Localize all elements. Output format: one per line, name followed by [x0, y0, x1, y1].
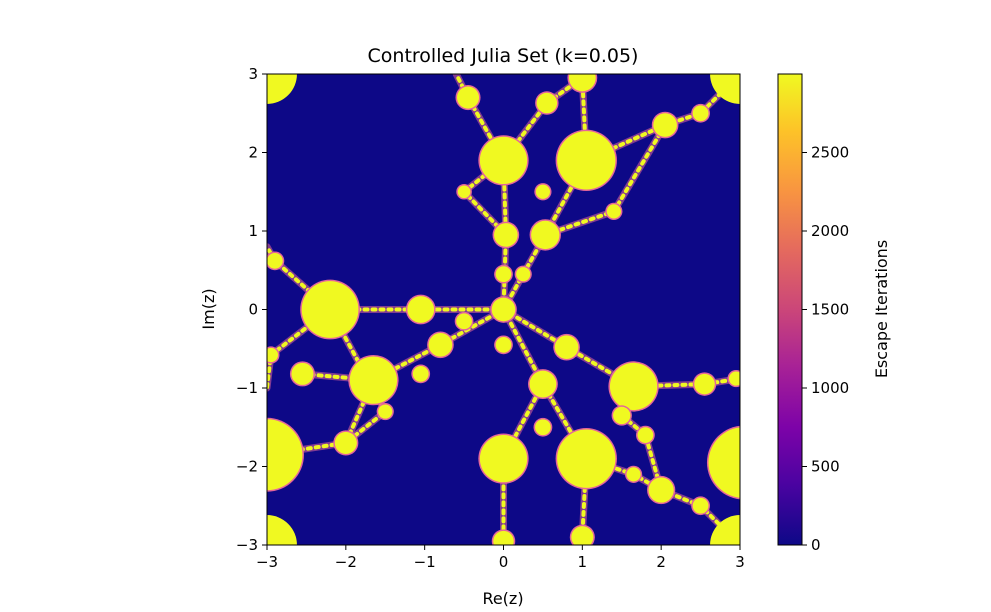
component-22	[568, 74, 596, 92]
component-23	[653, 113, 677, 137]
component-13	[516, 267, 531, 282]
component-3	[349, 356, 398, 404]
component-21	[536, 92, 558, 114]
component-1	[557, 131, 616, 190]
component-27	[412, 365, 429, 382]
colorbar-tick-label: 500	[811, 458, 840, 476]
branch-dots-10	[501, 307, 589, 540]
component-14	[407, 296, 435, 323]
y-tick-label: −3	[236, 536, 258, 554]
x-tick-label: 1	[578, 553, 588, 571]
y-tick-label: −1	[236, 379, 258, 397]
y-tick-label: 3	[248, 65, 258, 83]
x-tick-label: −3	[256, 553, 278, 571]
component-32	[648, 477, 674, 503]
component-20	[456, 86, 480, 109]
component-30	[694, 373, 715, 395]
y-tick-label: 2	[248, 144, 258, 162]
component-42	[637, 427, 654, 443]
corner-component-0	[267, 74, 297, 104]
y-axis: −3 −2 −1 0 1 2 3	[236, 65, 267, 554]
y-tick-label: 0	[248, 301, 258, 319]
component-39	[378, 404, 393, 419]
component-40	[493, 530, 514, 545]
component-24	[692, 105, 709, 122]
x-axis-label: Re(z)	[482, 589, 523, 608]
component-7	[267, 419, 303, 491]
colorbar-tick-label: 2500	[811, 144, 849, 162]
component-15	[456, 313, 472, 330]
colorbar-tick-label: 0	[811, 536, 821, 554]
y-tick-label: −2	[236, 458, 258, 476]
corner-component-3	[710, 515, 740, 545]
component-31	[728, 371, 740, 386]
component-28	[267, 252, 283, 269]
component-2	[301, 281, 359, 338]
component-34	[613, 406, 631, 425]
component-43	[626, 467, 641, 482]
component-38	[606, 204, 621, 219]
chart-title: Controlled Julia Set (k=0.05)	[368, 45, 639, 67]
component-35	[535, 419, 551, 436]
x-tick-label: 3	[735, 553, 745, 571]
component-16	[428, 333, 453, 357]
component-26	[291, 362, 314, 385]
colorbar-ticks: 0 500 1000 1500 2000 2500	[802, 144, 849, 554]
corner-component-1	[710, 74, 740, 104]
component-8	[708, 427, 740, 498]
component-18	[529, 370, 557, 398]
colorbar-tick-label: 1000	[811, 379, 849, 397]
x-tick-label: −1	[414, 553, 436, 571]
component-5	[557, 429, 616, 488]
component-12	[495, 266, 512, 283]
branch-layer	[267, 74, 740, 545]
component-9	[494, 223, 518, 247]
corner-component-2	[267, 515, 297, 545]
x-tick-label: −2	[335, 553, 357, 571]
component-17	[554, 335, 579, 360]
x-axis: −3 −2 −1 0 1 2 3	[256, 545, 745, 571]
component-41	[571, 526, 594, 545]
colorbar	[777, 73, 803, 546]
colorbar-tick-label: 1500	[811, 301, 849, 319]
component-36	[457, 185, 471, 199]
component-0	[479, 136, 528, 185]
x-tick-label: 2	[656, 553, 666, 571]
y-tick-label: 1	[248, 222, 258, 240]
feature-layer	[267, 74, 740, 545]
component-10	[531, 220, 560, 250]
plot-area	[267, 74, 740, 545]
component-6	[479, 435, 528, 483]
component-11	[491, 297, 516, 322]
branch-dots-6	[300, 307, 506, 383]
component-19	[495, 336, 512, 353]
component-37	[535, 184, 551, 199]
component-25	[334, 431, 357, 454]
y-axis-label: Im(z)	[199, 288, 218, 329]
colorbar-label: Escape Iterations	[872, 240, 891, 378]
x-tick-label: 0	[499, 553, 509, 571]
component-4	[609, 362, 658, 411]
colorbar-tick-label: 2000	[811, 222, 849, 240]
component-33	[692, 497, 709, 514]
component-29	[267, 347, 279, 363]
